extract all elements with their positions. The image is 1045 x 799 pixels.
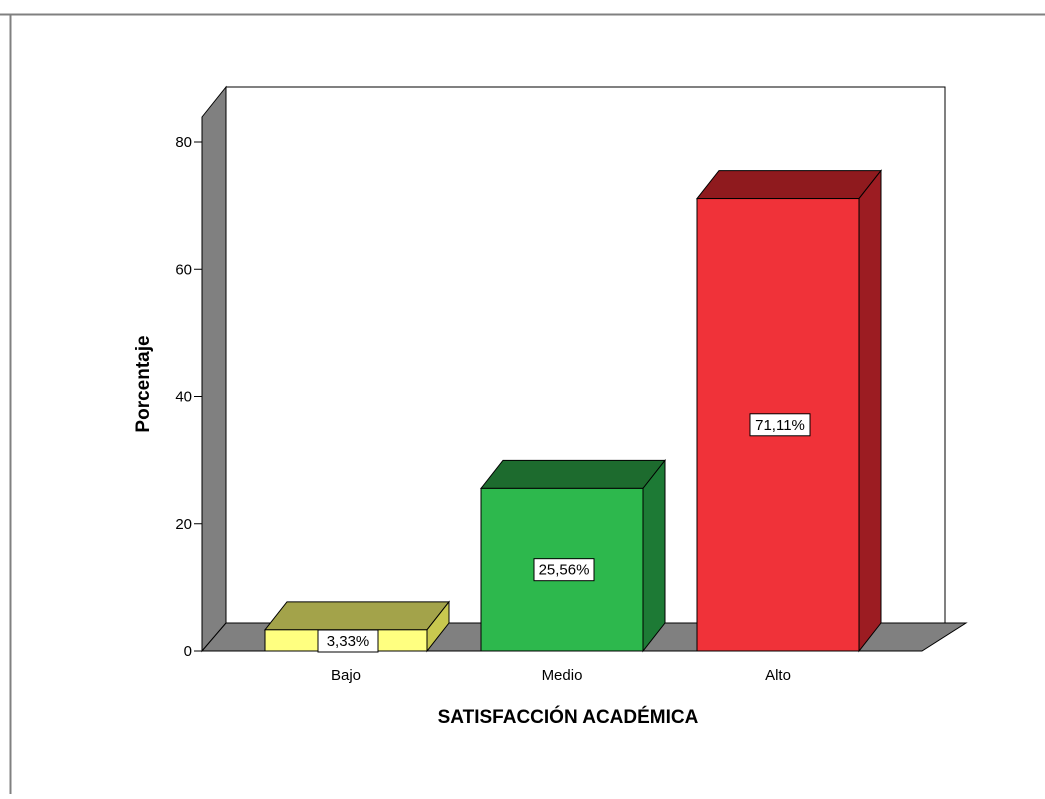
bar-top-medio — [479, 459, 667, 489]
bars-group: 3,33% 25,56% 71,11% — [263, 169, 883, 653]
x-tick-label-alto: Alto — [765, 667, 791, 684]
data-label-medio: 25,56% — [539, 562, 590, 579]
bar-top-alto — [695, 170, 883, 200]
x-tick-label-medio: Medio — [542, 667, 583, 684]
data-label-box-medio — [533, 558, 595, 582]
x-tick-label-bajo: Bajo — [331, 667, 361, 684]
data-label-bajo: 3,33% — [327, 633, 370, 650]
y-tick-label-80: 80 — [175, 134, 192, 151]
y-tick-label-0: 0 — [184, 643, 192, 660]
x-axis: Bajo Medio Alto — [331, 667, 791, 684]
bar-side-medio — [642, 458, 666, 653]
bar-side-alto — [858, 169, 882, 653]
y-tick-label-20: 20 — [175, 516, 192, 533]
data-label-box-alto — [749, 413, 811, 437]
y-axis: 0 20 40 60 80 — [175, 134, 202, 660]
y-tick-label-40: 40 — [175, 389, 192, 406]
y-tick-label-60: 60 — [175, 261, 192, 278]
x-axis-title: SATISFACCIÓN ACADÉMICA — [438, 706, 699, 728]
data-label-box-bajo — [317, 629, 379, 653]
bar-top-bajo — [263, 601, 451, 631]
data-label-alto: 71,11% — [755, 417, 805, 434]
side-wall — [201, 85, 227, 653]
y-axis-title: Porcentaje — [133, 335, 154, 432]
